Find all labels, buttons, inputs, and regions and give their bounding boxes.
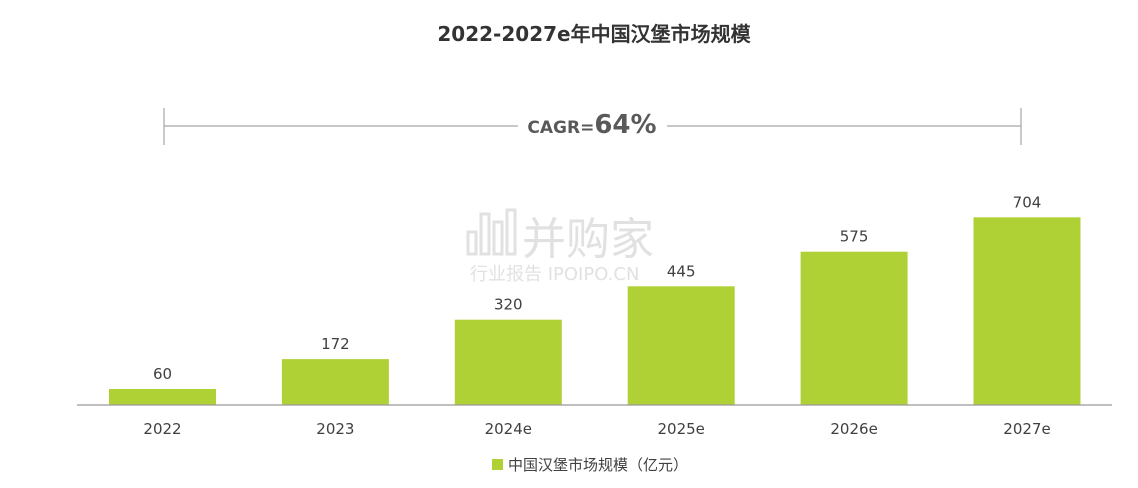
bar-2022 [109, 389, 216, 405]
watermark: 并购家 行业报告 IPOIPO.CN [466, 208, 654, 285]
data-label-2022: 60 [153, 365, 172, 383]
data-label-2025e: 445 [667, 262, 696, 280]
data-label-2027e: 704 [1013, 193, 1042, 211]
bar-2025e [627, 286, 735, 405]
legend-label: 中国汉堡市场规模（亿元） [508, 456, 688, 474]
x-tick-label-2025e: 2025e [657, 420, 704, 438]
watermark-main-text: 并购家 [522, 214, 654, 265]
watermark-logo-icon [466, 208, 517, 256]
legend: 中国汉堡市场规模（亿元） [492, 456, 688, 474]
x-tick-label-2023: 2023 [316, 420, 354, 438]
x-tick-label-2027e: 2027e [1003, 420, 1050, 438]
data-label-2024e: 320 [494, 296, 523, 314]
watermark-sub-text: 行业报告 IPOIPO.CN [470, 264, 639, 285]
legend-swatch [492, 459, 503, 470]
bars-group: 60 2022 172 2023 320 2024e 445 2025e 575 2026e 704… [109, 193, 1081, 438]
x-tick-label-2026e: 2026e [830, 420, 877, 438]
x-tick-label-2024e: 2024e [485, 420, 532, 438]
cagr-label: CAGR=64% [527, 110, 656, 140]
x-tick-label-2022: 2022 [143, 420, 181, 438]
bar-2026e [800, 251, 908, 405]
bar-2027e [973, 217, 1081, 405]
cagr-equals: = [580, 118, 594, 138]
data-label-2026e: 575 [840, 228, 869, 246]
cagr-prefix: CAGR [527, 118, 580, 138]
chart-title: 2022-2027e年中国汉堡市场规模 [437, 22, 751, 46]
cagr-annotation: CAGR=64% [163, 108, 1022, 145]
bar-2023 [281, 359, 389, 405]
cagr-value: 64% [594, 110, 656, 140]
data-label-2023: 172 [321, 335, 350, 353]
bar-2024e [454, 319, 562, 405]
